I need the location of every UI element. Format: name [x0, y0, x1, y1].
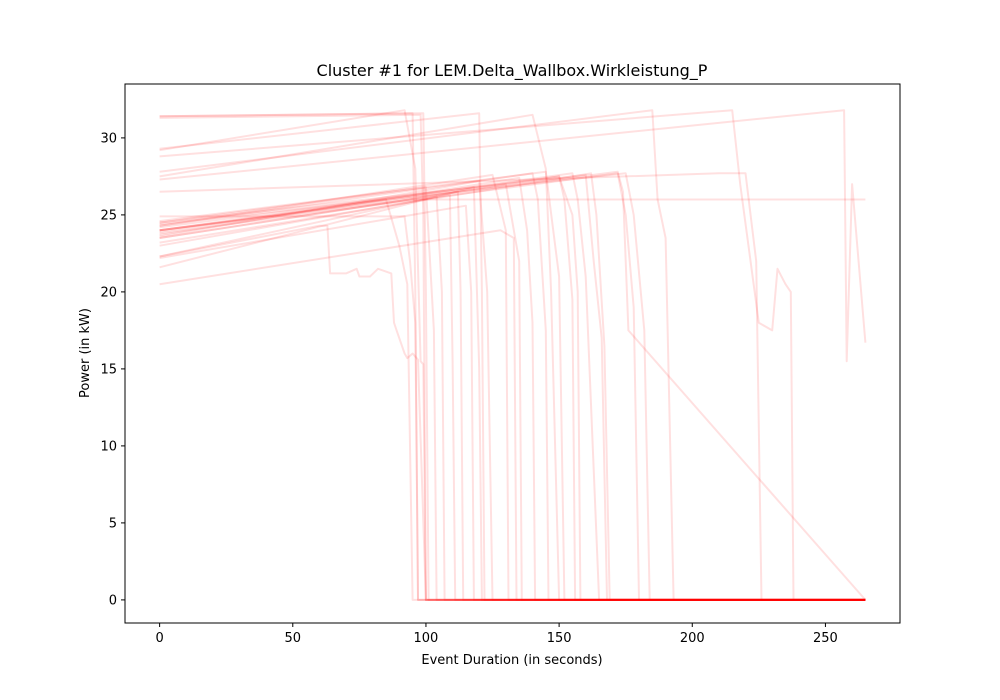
x-tick-label: 150 [547, 631, 572, 646]
x-tick-label: 250 [813, 631, 838, 646]
series-line-12 [159, 173, 866, 601]
chart-title: Cluster #1 for LEM.Delta_Wallbox.Wirklei… [317, 61, 708, 81]
y-axis-label: Power (in kW) [78, 308, 93, 398]
series-line-35 [159, 186, 866, 601]
series-line-25 [159, 176, 866, 601]
y-tick-label: 25 [100, 208, 117, 223]
series-line-29 [159, 229, 866, 601]
series-line-9 [159, 109, 867, 363]
plot-frame [124, 83, 901, 624]
series-line-1 [159, 112, 866, 601]
series-line-30 [159, 198, 866, 601]
series-line-27 [159, 180, 866, 601]
series-line-8 [159, 109, 866, 601]
series-line-19 [159, 170, 866, 601]
x-axis-label: Event Duration (in seconds) [421, 653, 602, 668]
series-line-26 [159, 172, 866, 601]
x-tick-label: 200 [680, 631, 705, 646]
series-line-16 [159, 193, 866, 601]
series-line-15 [159, 190, 866, 601]
series-line-28 [159, 224, 866, 601]
series-line-10 [159, 172, 866, 601]
x-tick-label: 0 [155, 631, 163, 646]
series-line-14 [159, 183, 866, 601]
series-line-4 [159, 109, 866, 601]
series-line-3 [159, 113, 866, 601]
x-ticks-layer: 0 50 100 150 200 250 [155, 623, 838, 646]
x-tick-label: 50 [285, 631, 302, 646]
series-line-2 [159, 112, 866, 601]
series-line-5 [159, 112, 866, 601]
series-line-7 [159, 109, 866, 601]
series-line-17 [159, 195, 866, 601]
series-line-11 [159, 172, 866, 601]
series-line-13 [159, 175, 866, 601]
series-lines-layer [159, 109, 867, 601]
series-line-33 [159, 198, 866, 232]
y-tick-label: 0 [109, 593, 117, 608]
x-tick-label: 100 [414, 631, 439, 646]
y-ticks-layer: 0 5 10 15 20 25 30 [100, 131, 125, 608]
y-tick-label: 30 [100, 131, 117, 146]
series-line-18 [159, 173, 866, 601]
y-tick-label: 5 [109, 516, 117, 531]
series-line-24 [159, 204, 866, 601]
y-tick-label: 20 [100, 285, 117, 300]
series-line-21 [159, 172, 866, 601]
series-line-20 [159, 172, 866, 601]
series-line-32 [159, 175, 866, 601]
series-line-6 [159, 113, 866, 601]
series-line-34 [159, 170, 867, 601]
y-tick-label: 15 [100, 362, 117, 377]
series-line-22 [159, 172, 866, 601]
y-tick-label: 10 [100, 439, 117, 454]
series-line-23 [159, 215, 866, 601]
series-line-31 [159, 186, 866, 601]
